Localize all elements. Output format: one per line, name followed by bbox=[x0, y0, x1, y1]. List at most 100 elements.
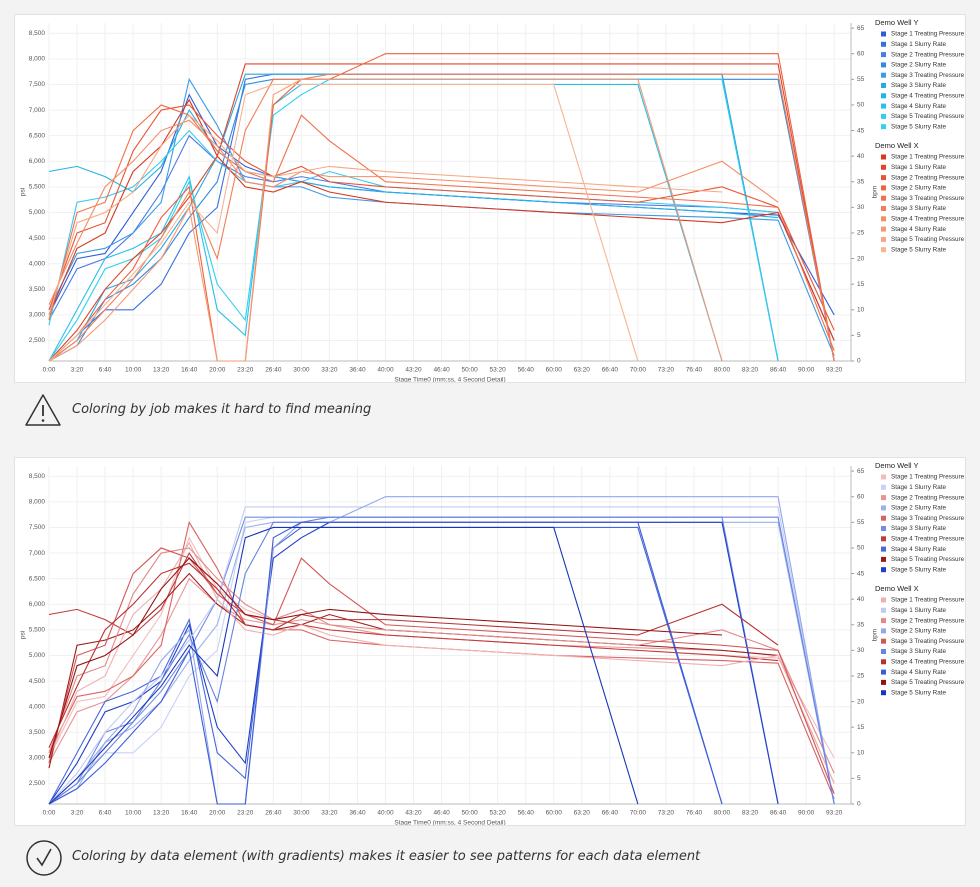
y2-tick-label: 0 bbox=[857, 358, 861, 365]
legend-label: Stage 3 Slurry Rate bbox=[891, 648, 946, 655]
x-tick-label: 36:40 bbox=[349, 367, 366, 374]
legend-swatch bbox=[881, 175, 886, 181]
legend-label: Stage 5 Treating Pressure bbox=[891, 236, 965, 243]
legend-label: Stage 1 Slurry Rate bbox=[891, 484, 946, 491]
series-line bbox=[48, 521, 723, 805]
legend-swatch bbox=[881, 195, 886, 201]
y-tick-label: 2,500 bbox=[29, 780, 46, 787]
legend-swatch bbox=[881, 556, 886, 562]
legend-label: Stage 1 Treating Pressure bbox=[891, 474, 965, 481]
series-line bbox=[48, 98, 835, 341]
legend-swatch bbox=[881, 62, 886, 68]
x-tick-label: 16:40 bbox=[181, 810, 198, 817]
legend-label: Stage 2 Treating Pressure bbox=[891, 494, 965, 501]
y2-axis-label: bpm bbox=[872, 629, 879, 642]
x-tick-label: 76:40 bbox=[686, 367, 703, 374]
y2-tick-label: 50 bbox=[857, 545, 865, 552]
chart: 0:00 3:20 6:40 10:00 13:20 16:40 20:00 23:20 26:… bbox=[20, 461, 965, 827]
y2-tick-label: 65 bbox=[857, 468, 865, 475]
x-axis-label: Stage Time0 (mm:ss, 4 Second Detail) bbox=[394, 377, 505, 382]
legend-swatch bbox=[881, 679, 886, 685]
legend-swatch bbox=[881, 164, 886, 170]
y-tick-label: 5,000 bbox=[29, 652, 46, 659]
y-tick-label: 3,500 bbox=[29, 729, 46, 736]
x-tick-label: 76:40 bbox=[686, 810, 703, 817]
series-line bbox=[48, 104, 835, 351]
x-tick-label: 56:40 bbox=[518, 367, 535, 374]
x-tick-label: 66:40 bbox=[602, 367, 619, 374]
legend-label: Stage 5 Slurry Rate bbox=[891, 566, 946, 573]
legend-swatch bbox=[881, 474, 886, 480]
y-tick-label: 6,500 bbox=[29, 575, 46, 582]
x-tick-label: 33:20 bbox=[321, 810, 338, 817]
x-tick-label: 26:40 bbox=[265, 810, 282, 817]
legend-label: Stage 2 Slurry Rate bbox=[891, 62, 946, 69]
caption: Coloring by data element (with gradients… bbox=[72, 849, 701, 864]
series-line bbox=[48, 119, 779, 305]
x-tick-label: 43:20 bbox=[405, 367, 422, 374]
y-tick-label: 5,000 bbox=[29, 209, 46, 216]
legend-label: Stage 3 Treating Pressure bbox=[891, 195, 965, 202]
y2-tick-label: 20 bbox=[857, 255, 865, 262]
y-tick-label: 3,500 bbox=[29, 286, 46, 293]
y2-tick-label: 60 bbox=[857, 50, 865, 57]
caption: Coloring by job makes it hard to find me… bbox=[72, 402, 372, 417]
y2-tick-label: 45 bbox=[857, 127, 865, 134]
legend-group-title: Demo Well Y bbox=[875, 18, 919, 27]
series-line bbox=[48, 78, 723, 362]
legend-swatch bbox=[881, 185, 886, 191]
series-line bbox=[48, 516, 835, 805]
y2-tick-label: 60 bbox=[857, 493, 865, 500]
series-line bbox=[48, 114, 723, 316]
y2-tick-label: 45 bbox=[857, 570, 865, 577]
y-tick-label: 5,500 bbox=[29, 184, 46, 191]
legend-label: Stage 3 Slurry Rate bbox=[891, 525, 946, 532]
series-line bbox=[48, 526, 639, 805]
y2-tick-label: 25 bbox=[857, 230, 865, 237]
legend-label: Stage 4 Treating Pressure bbox=[891, 215, 965, 222]
series-line bbox=[48, 562, 779, 748]
y2-tick-label: 5 bbox=[857, 332, 861, 339]
legend-swatch bbox=[881, 103, 886, 109]
series-line bbox=[48, 73, 835, 362]
y-tick-label: 7,000 bbox=[29, 107, 46, 114]
x-tick-label: 30:00 bbox=[293, 367, 310, 374]
legend-label: Stage 5 Treating Pressure bbox=[891, 556, 965, 563]
x-tick-label: 63:20 bbox=[574, 810, 591, 817]
legend-label: Stage 5 Treating Pressure bbox=[891, 113, 965, 120]
legend-swatch bbox=[881, 247, 886, 253]
chart: 0:00 3:20 6:40 10:00 13:20 16:40 20:00 23:20 26:… bbox=[20, 18, 965, 384]
series-line bbox=[48, 506, 835, 805]
x-tick-label: 40:00 bbox=[377, 810, 394, 817]
y2-tick-label: 30 bbox=[857, 647, 865, 654]
legend-swatch bbox=[881, 669, 886, 675]
y-axis-label: psi bbox=[20, 188, 27, 196]
legend-swatch bbox=[881, 216, 886, 222]
legend-label: Stage 2 Slurry Rate bbox=[891, 505, 946, 512]
x-tick-label: 6:40 bbox=[99, 367, 112, 374]
y2-tick-label: 55 bbox=[857, 76, 865, 83]
x-tick-label: 30:00 bbox=[293, 810, 310, 817]
x-tick-label: 93:20 bbox=[826, 810, 843, 817]
legend-group-title: Demo Well X bbox=[875, 141, 919, 150]
x-tick-label: 0:00 bbox=[43, 367, 56, 374]
series-line bbox=[48, 496, 835, 805]
x-tick-label: 80:00 bbox=[714, 367, 731, 374]
x-tick-label: 3:20 bbox=[71, 367, 84, 374]
legend-label: Stage 5 Treating Pressure bbox=[891, 679, 965, 686]
y-tick-label: 7,500 bbox=[29, 524, 46, 531]
legend-label: Stage 3 Treating Pressure bbox=[891, 72, 965, 79]
chart-panel: 0:00 3:20 6:40 10:00 13:20 16:40 20:00 23:20 26:… bbox=[14, 457, 966, 827]
legend-swatch bbox=[881, 649, 886, 654]
legend-swatch bbox=[881, 515, 886, 521]
y2-tick-label: 35 bbox=[857, 178, 865, 185]
x-tick-label: 66:40 bbox=[602, 810, 619, 817]
y2-tick-label: 10 bbox=[857, 750, 865, 757]
series-line bbox=[48, 83, 639, 362]
y-tick-label: 6,000 bbox=[29, 158, 46, 165]
y2-axis-label: bpm bbox=[872, 186, 879, 199]
x-tick-label: 86:40 bbox=[770, 810, 787, 817]
legend-label: Stage 4 Treating Pressure bbox=[891, 92, 965, 99]
legend-label: Stage 2 Slurry Rate bbox=[891, 628, 946, 635]
legend-swatch bbox=[881, 52, 886, 58]
